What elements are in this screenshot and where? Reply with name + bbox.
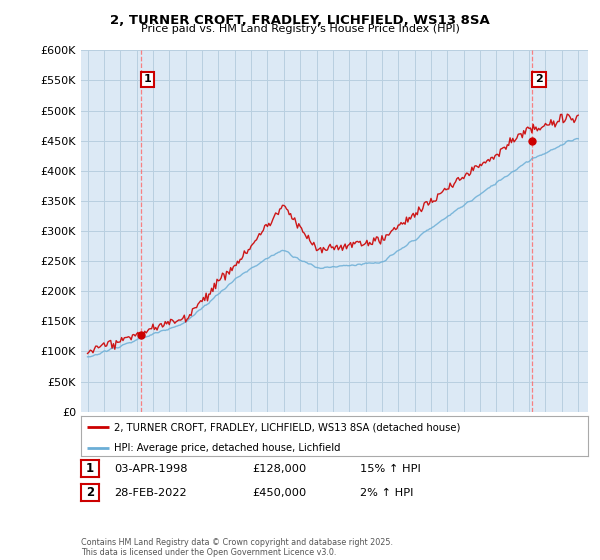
Text: Contains HM Land Registry data © Crown copyright and database right 2025.
This d: Contains HM Land Registry data © Crown c… bbox=[81, 538, 393, 557]
Text: £128,000: £128,000 bbox=[252, 464, 306, 474]
Text: Price paid vs. HM Land Registry's House Price Index (HPI): Price paid vs. HM Land Registry's House … bbox=[140, 24, 460, 34]
Text: 2, TURNER CROFT, FRADLEY, LICHFIELD, WS13 8SA: 2, TURNER CROFT, FRADLEY, LICHFIELD, WS1… bbox=[110, 14, 490, 27]
Text: 1: 1 bbox=[86, 462, 94, 475]
Text: 1: 1 bbox=[144, 74, 152, 85]
Text: 2, TURNER CROFT, FRADLEY, LICHFIELD, WS13 8SA (detached house): 2, TURNER CROFT, FRADLEY, LICHFIELD, WS1… bbox=[114, 422, 460, 432]
Text: 03-APR-1998: 03-APR-1998 bbox=[114, 464, 187, 474]
Text: HPI: Average price, detached house, Lichfield: HPI: Average price, detached house, Lich… bbox=[114, 442, 340, 452]
Text: 2: 2 bbox=[86, 486, 94, 500]
Text: 28-FEB-2022: 28-FEB-2022 bbox=[114, 488, 187, 498]
Text: 15% ↑ HPI: 15% ↑ HPI bbox=[360, 464, 421, 474]
Text: 2: 2 bbox=[535, 74, 543, 85]
Text: £450,000: £450,000 bbox=[252, 488, 306, 498]
Text: 2% ↑ HPI: 2% ↑ HPI bbox=[360, 488, 413, 498]
